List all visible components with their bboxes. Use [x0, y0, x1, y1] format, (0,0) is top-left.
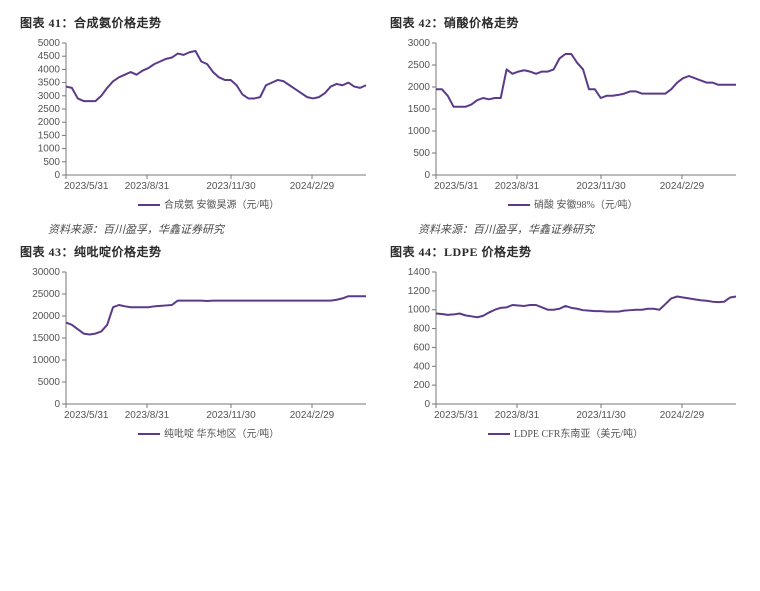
- svg-text:2024/2/29: 2024/2/29: [290, 410, 335, 421]
- svg-text:500: 500: [43, 157, 60, 168]
- svg-text:5000: 5000: [38, 377, 61, 388]
- svg-text:2023/8/31: 2023/8/31: [125, 410, 170, 421]
- svg-text:2023/5/31: 2023/5/31: [64, 181, 109, 192]
- svg-text:2500: 2500: [38, 104, 61, 115]
- svg-text:0: 0: [424, 399, 430, 410]
- chart-panel-3: 图表 44：LDPE 价格走势 0 200 400 600 800 1000 1200 1400…: [390, 243, 740, 444]
- legend-label: 纯吡啶 华东地区（元/吨）: [164, 427, 279, 440]
- svg-text:20000: 20000: [32, 311, 60, 322]
- svg-text:0: 0: [54, 170, 60, 181]
- chart-panel-0: 图表 41：合成氨价格走势 0 500 1000 1500 2000 2500 3000 350…: [20, 14, 370, 237]
- chart-title: 图表 41：合成氨价格走势: [20, 14, 370, 31]
- svg-text:1000: 1000: [38, 144, 61, 155]
- legend-label: 合成氨 安徽昊源（元/吨）: [164, 198, 279, 211]
- svg-text:1500: 1500: [408, 104, 431, 115]
- svg-text:2023/11/30: 2023/11/30: [576, 181, 626, 192]
- svg-text:2023/5/31: 2023/5/31: [434, 410, 479, 421]
- legend-label: LDPE CFR东南亚（美元/吨）: [514, 427, 643, 440]
- svg-text:2023/8/31: 2023/8/31: [495, 410, 540, 421]
- svg-text:2023/8/31: 2023/8/31: [495, 181, 540, 192]
- series-line: [436, 297, 736, 318]
- svg-text:2023/11/30: 2023/11/30: [206, 181, 256, 192]
- svg-text:1200: 1200: [408, 286, 431, 297]
- line-chart-svg: 0 5000 10000 15000 20000 25000 30000 2023/5/31 2…: [20, 264, 370, 444]
- line-chart-svg: 0 500 1000 1500 2000 2500 3000 2023/5/31 2023/8/…: [390, 35, 740, 215]
- svg-text:4000: 4000: [38, 64, 61, 75]
- series-line: [436, 54, 736, 107]
- chart-panel-2: 图表 43：纯吡啶价格走势 0 5000 10000 15000 20000 25000 30…: [20, 243, 370, 444]
- chart-area: 0 5000 10000 15000 20000 25000 30000 2023/5/31 2…: [20, 264, 370, 444]
- svg-text:1000: 1000: [408, 305, 431, 316]
- svg-text:2023/11/30: 2023/11/30: [576, 410, 626, 421]
- svg-text:15000: 15000: [32, 333, 60, 344]
- svg-text:4500: 4500: [38, 51, 61, 62]
- svg-text:1000: 1000: [408, 126, 431, 137]
- svg-text:2000: 2000: [408, 82, 431, 93]
- svg-text:2023/11/30: 2023/11/30: [206, 410, 256, 421]
- svg-text:2024/2/29: 2024/2/29: [660, 181, 705, 192]
- svg-text:1400: 1400: [408, 267, 431, 278]
- chart-source: 资料来源：百川盈孚，华鑫证券研究: [390, 221, 740, 237]
- svg-text:5000: 5000: [38, 38, 61, 49]
- svg-text:10000: 10000: [32, 355, 60, 366]
- line-chart-svg: 0 500 1000 1500 2000 2500 3000 3500 4000 4500 5000…: [20, 35, 370, 215]
- chart-area: 0 500 1000 1500 2000 2500 3000 3500 4000 4500 5000…: [20, 35, 370, 215]
- svg-text:30000: 30000: [32, 267, 60, 278]
- svg-text:3500: 3500: [38, 78, 61, 89]
- series-line: [66, 51, 366, 101]
- svg-text:2024/2/29: 2024/2/29: [290, 181, 335, 192]
- chart-panel-1: 图表 42：硝酸价格走势 0 500 1000 1500 2000 2500 3000 2023…: [390, 14, 740, 237]
- svg-text:2023/5/31: 2023/5/31: [434, 181, 479, 192]
- chart-title: 图表 43：纯吡啶价格走势: [20, 243, 370, 260]
- svg-text:600: 600: [413, 342, 430, 353]
- series-line: [66, 296, 366, 334]
- chart-title: 图表 44：LDPE 价格走势: [390, 243, 740, 260]
- svg-text:3000: 3000: [408, 38, 431, 49]
- svg-text:500: 500: [413, 148, 430, 159]
- chart-area: 0 500 1000 1500 2000 2500 3000 2023/5/31 2023/8/…: [390, 35, 740, 215]
- legend-label: 硝酸 安徽98%（元/吨）: [534, 198, 638, 211]
- svg-text:0: 0: [54, 399, 60, 410]
- svg-text:400: 400: [413, 361, 430, 372]
- svg-text:2023/8/31: 2023/8/31: [125, 181, 170, 192]
- svg-text:2500: 2500: [408, 60, 431, 71]
- line-chart-svg: 0 200 400 600 800 1000 1200 1400 2023/5/31 2023/8…: [390, 264, 740, 444]
- svg-text:25000: 25000: [32, 289, 60, 300]
- svg-text:2000: 2000: [38, 117, 61, 128]
- svg-text:2023/5/31: 2023/5/31: [64, 410, 109, 421]
- svg-text:1500: 1500: [38, 130, 61, 141]
- chart-title: 图表 42：硝酸价格走势: [390, 14, 740, 31]
- svg-text:200: 200: [413, 380, 430, 391]
- chart-source: 资料来源：百川盈孚，华鑫证券研究: [20, 221, 370, 237]
- chart-area: 0 200 400 600 800 1000 1200 1400 2023/5/31 2023/8…: [390, 264, 740, 444]
- svg-text:2024/2/29: 2024/2/29: [660, 410, 705, 421]
- svg-text:800: 800: [413, 324, 430, 335]
- svg-text:3000: 3000: [38, 91, 61, 102]
- svg-text:0: 0: [424, 170, 430, 181]
